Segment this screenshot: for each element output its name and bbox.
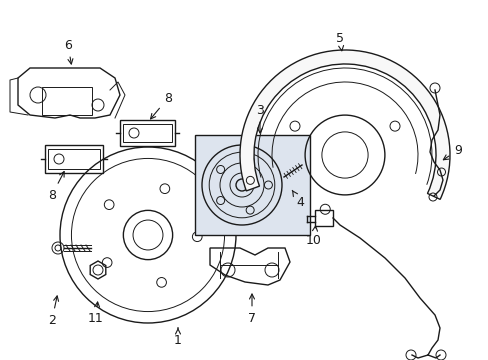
- Bar: [314, 210, 332, 226]
- Wedge shape: [240, 50, 449, 199]
- Bar: [48, 149, 100, 169]
- Text: 6: 6: [64, 39, 73, 64]
- Text: 7: 7: [247, 294, 256, 324]
- Text: 1: 1: [174, 328, 182, 346]
- Text: 3: 3: [256, 104, 264, 133]
- Bar: [195, 135, 309, 235]
- Text: 10: 10: [305, 226, 321, 247]
- Text: 8: 8: [150, 91, 172, 119]
- Text: 9: 9: [443, 144, 461, 160]
- Bar: [120, 120, 175, 146]
- Bar: [42, 87, 92, 115]
- Text: 8: 8: [48, 172, 64, 202]
- Text: 11: 11: [88, 302, 103, 324]
- Bar: [123, 124, 172, 142]
- Text: 5: 5: [335, 32, 343, 51]
- Text: 4: 4: [292, 190, 304, 208]
- Bar: [45, 145, 103, 173]
- Text: 2: 2: [48, 296, 59, 327]
